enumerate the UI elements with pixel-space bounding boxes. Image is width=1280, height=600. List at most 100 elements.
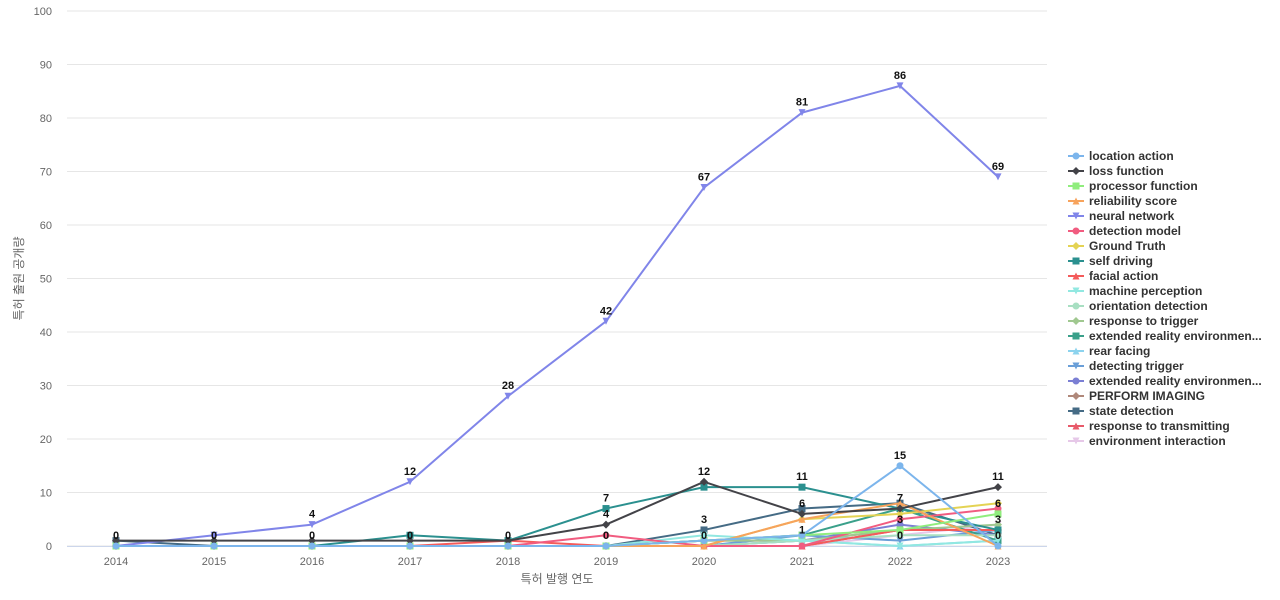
legend-item[interactable]: location action: [1068, 149, 1174, 163]
legend-item[interactable]: environment interaction: [1068, 434, 1226, 448]
data-point[interactable]: [994, 499, 1002, 508]
data-point[interactable]: [896, 82, 904, 90]
data-point[interactable]: [406, 531, 414, 539]
legend-label: detecting trigger: [1089, 359, 1184, 373]
data-point[interactable]: [896, 462, 904, 470]
data-point[interactable]: [896, 499, 904, 507]
data-point[interactable]: [112, 536, 120, 545]
data-point[interactable]: [308, 521, 316, 529]
legend-marker[interactable]: [1072, 152, 1080, 160]
data-point[interactable]: [406, 542, 414, 550]
legend-marker[interactable]: [1072, 422, 1080, 430]
data-point[interactable]: [308, 536, 316, 545]
legend-marker[interactable]: [1072, 377, 1080, 385]
data-point[interactable]: [602, 531, 610, 539]
legend-marker[interactable]: [1072, 407, 1080, 415]
legend-item[interactable]: rear facing: [1068, 344, 1150, 358]
legend-item[interactable]: self driving: [1068, 254, 1153, 268]
data-point[interactable]: [504, 392, 512, 400]
legend-marker[interactable]: [1072, 287, 1080, 295]
legend-marker[interactable]: [1072, 272, 1080, 280]
legend-item[interactable]: detection model: [1068, 224, 1181, 238]
data-point[interactable]: [896, 542, 904, 550]
legend-item[interactable]: facial action: [1068, 269, 1158, 283]
data-point[interactable]: [994, 483, 1002, 492]
data-point[interactable]: [798, 515, 806, 523]
legend-item[interactable]: response to trigger: [1068, 314, 1199, 328]
legend-marker[interactable]: [1072, 242, 1080, 250]
legend-item[interactable]: extended reality environmen...: [1068, 374, 1262, 388]
data-point[interactable]: [700, 531, 708, 539]
data-point[interactable]: [602, 505, 610, 513]
legend-marker[interactable]: [1072, 227, 1080, 235]
legend-item[interactable]: Ground Truth: [1068, 239, 1166, 253]
legend-item[interactable]: processor function: [1068, 179, 1198, 193]
legend-item[interactable]: state detection: [1068, 404, 1174, 418]
data-point[interactable]: [210, 536, 218, 545]
legend-marker[interactable]: [1072, 197, 1080, 205]
y-tick-label: 50: [40, 274, 52, 286]
legend-marker[interactable]: [1072, 257, 1080, 265]
legend-marker[interactable]: [1072, 362, 1080, 370]
data-point[interactable]: [896, 526, 904, 534]
data-label: 0: [505, 530, 511, 542]
data-point[interactable]: [896, 537, 904, 545]
data-point[interactable]: [602, 317, 610, 325]
data-point[interactable]: [798, 483, 806, 491]
data-point[interactable]: [994, 531, 1002, 539]
data-point[interactable]: [700, 184, 708, 192]
data-point[interactable]: [504, 536, 512, 545]
data-point[interactable]: [210, 542, 218, 550]
legend-item[interactable]: loss function: [1068, 164, 1164, 178]
data-point[interactable]: [798, 109, 806, 117]
data-point[interactable]: [504, 542, 512, 550]
legend-item[interactable]: machine perception: [1068, 284, 1202, 298]
data-point[interactable]: [210, 531, 218, 539]
legend-marker[interactable]: [1072, 182, 1080, 190]
data-point[interactable]: [798, 531, 806, 539]
legend-item[interactable]: extended reality environmen...: [1068, 329, 1262, 343]
data-point[interactable]: [798, 537, 806, 545]
data-point[interactable]: [406, 536, 414, 545]
data-point[interactable]: [798, 542, 806, 550]
legend-marker[interactable]: [1072, 332, 1080, 340]
data-point[interactable]: [700, 526, 708, 534]
legend-marker[interactable]: [1072, 347, 1080, 355]
data-point[interactable]: [994, 173, 1002, 181]
data-point[interactable]: [994, 505, 1002, 513]
legend-item[interactable]: reliability score: [1068, 194, 1177, 208]
data-point[interactable]: [700, 542, 708, 550]
data-point[interactable]: [798, 509, 806, 518]
legend-marker[interactable]: [1072, 167, 1080, 175]
data-point[interactable]: [798, 505, 806, 513]
data-point[interactable]: [896, 509, 904, 518]
legend-item[interactable]: orientation detection: [1068, 299, 1208, 313]
data-point[interactable]: [308, 542, 316, 550]
legend-marker[interactable]: [1072, 392, 1080, 400]
data-point[interactable]: [994, 542, 1002, 550]
data-point[interactable]: [112, 542, 120, 550]
data-point[interactable]: [896, 515, 904, 523]
data-point[interactable]: [406, 478, 414, 486]
legend-marker[interactable]: [1072, 317, 1080, 325]
legend-item[interactable]: PERFORM IMAGING: [1068, 389, 1205, 403]
data-point[interactable]: [896, 504, 904, 513]
data-point[interactable]: [896, 521, 904, 529]
data-point[interactable]: [700, 537, 708, 545]
legend-item[interactable]: neural network: [1068, 209, 1175, 223]
data-point[interactable]: [994, 526, 1002, 534]
data-point[interactable]: [700, 483, 708, 491]
data-point[interactable]: [994, 537, 1002, 545]
data-point[interactable]: [602, 542, 610, 550]
legend-item[interactable]: response to transmitting: [1068, 419, 1230, 433]
legend-label: PERFORM IMAGING: [1089, 389, 1205, 403]
legend-marker[interactable]: [1072, 212, 1080, 220]
legend-marker[interactable]: [1072, 302, 1080, 310]
legend-marker[interactable]: [1072, 437, 1080, 445]
data-point[interactable]: [602, 520, 610, 529]
legend-item[interactable]: detecting trigger: [1068, 359, 1184, 373]
data-point[interactable]: [700, 477, 708, 486]
data-point[interactable]: [994, 510, 1002, 518]
data-point[interactable]: [896, 531, 904, 539]
